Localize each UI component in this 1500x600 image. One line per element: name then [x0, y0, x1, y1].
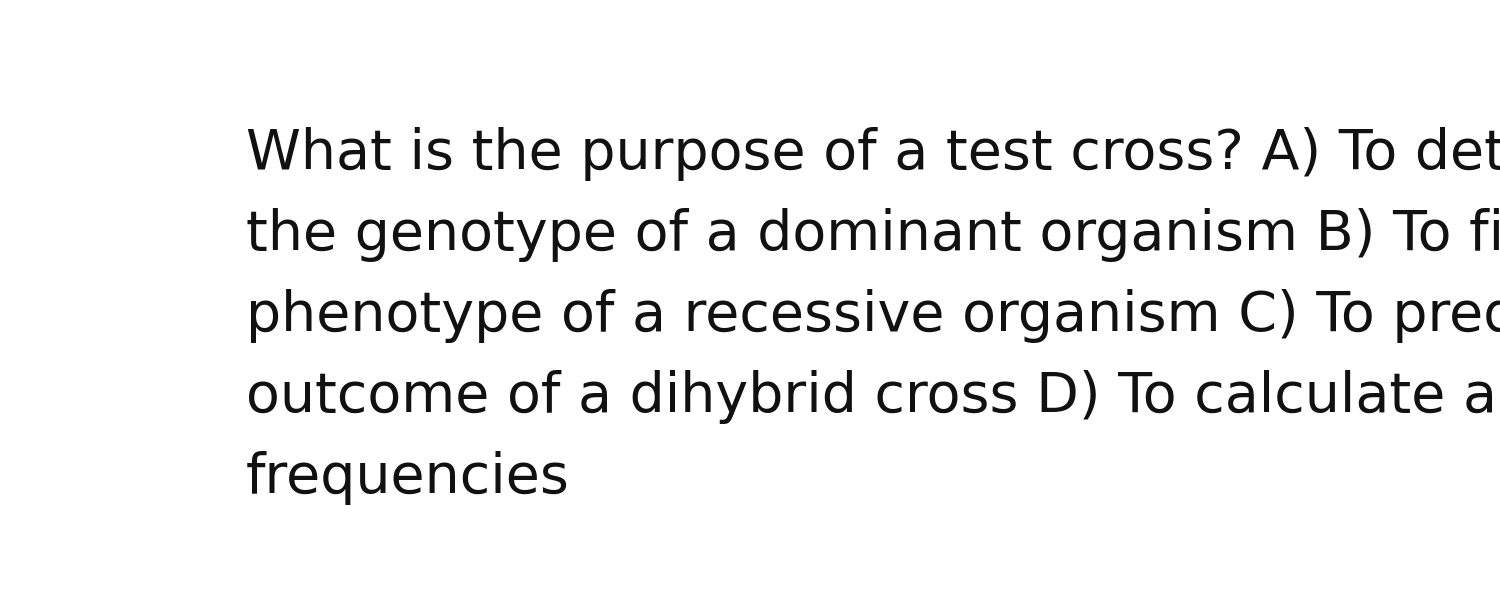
- Text: the genotype of a dominant organism B) To find the: the genotype of a dominant organism B) T…: [246, 208, 1500, 262]
- Text: phenotype of a recessive organism C) To predict the: phenotype of a recessive organism C) To …: [246, 289, 1500, 343]
- Text: outcome of a dihybrid cross D) To calculate allele: outcome of a dihybrid cross D) To calcul…: [246, 370, 1500, 424]
- Text: frequencies: frequencies: [246, 451, 570, 505]
- Text: What is the purpose of a test cross? A) To determine: What is the purpose of a test cross? A) …: [246, 127, 1500, 181]
